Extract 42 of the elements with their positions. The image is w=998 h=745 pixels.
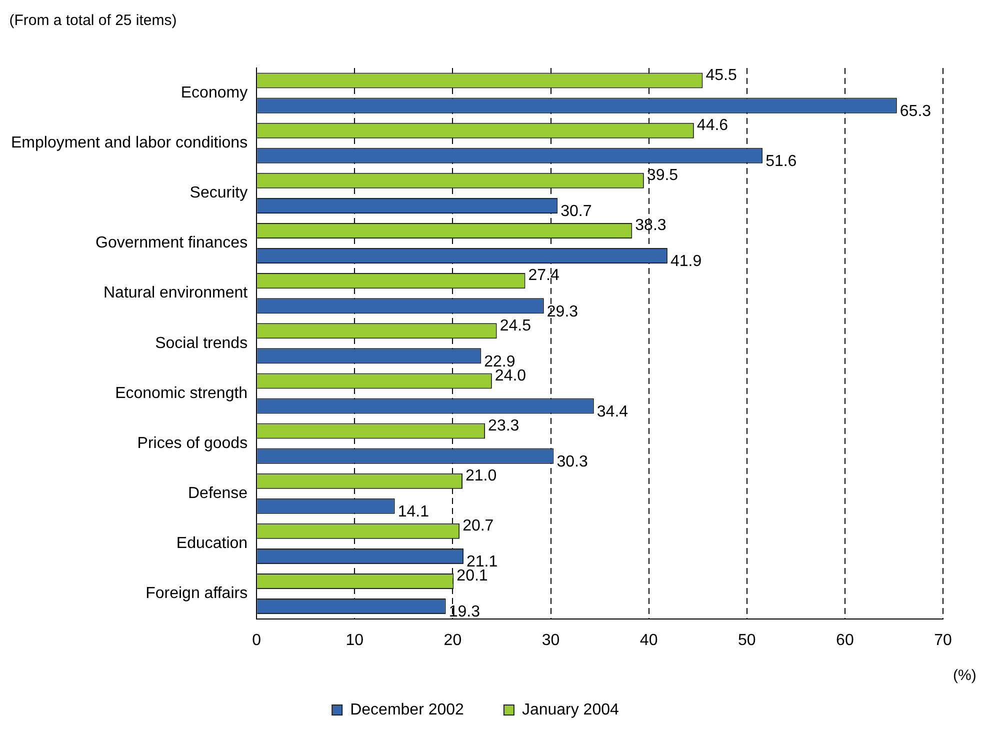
y-tick-label: Government finances bbox=[96, 234, 248, 252]
x-tick-label: 30 bbox=[542, 632, 560, 649]
x-tick-label: 60 bbox=[836, 632, 854, 649]
x-tick-label: 40 bbox=[640, 632, 658, 649]
y-tick-label: Defense bbox=[188, 485, 248, 502]
data-label: 51.6 bbox=[766, 153, 797, 170]
data-label: 41.9 bbox=[670, 253, 702, 270]
data-label: 21.0 bbox=[466, 468, 497, 485]
data-label: 38.3 bbox=[635, 217, 666, 234]
y-tick-label: Economy bbox=[180, 84, 248, 102]
y-tick-label: Economic strength bbox=[115, 384, 248, 402]
data-label: 45.5 bbox=[706, 66, 737, 84]
data-label: 34.4 bbox=[596, 403, 628, 420]
legend-label: December 2002 bbox=[350, 701, 464, 718]
data-label: 30.7 bbox=[560, 203, 592, 220]
legend-label: January 2004 bbox=[522, 701, 620, 718]
x-tick-label: 0 bbox=[252, 632, 262, 649]
x-tick-label: 10 bbox=[346, 632, 364, 649]
y-tick-label: Employment and labor conditions bbox=[11, 134, 248, 152]
data-label: 29.3 bbox=[546, 303, 578, 320]
data-label: 20.1 bbox=[456, 568, 488, 585]
x-axis-title: (%) bbox=[953, 667, 976, 684]
x-tick-label: 50 bbox=[738, 632, 756, 649]
data-label: 23.3 bbox=[488, 417, 520, 434]
data-label: 39.5 bbox=[646, 167, 678, 184]
text: (From a total of 25 items) bbox=[8, 11, 178, 31]
y-tick-label: Education bbox=[176, 535, 248, 552]
y-tick-label: Security bbox=[190, 184, 248, 202]
data-label: 44.6 bbox=[696, 116, 728, 134]
y-tick-label: Social trends bbox=[155, 334, 248, 352]
y-tick-label: Prices of goods bbox=[137, 434, 248, 452]
y-tick-label: Foreign affairs bbox=[146, 585, 248, 602]
data-label: 30.3 bbox=[556, 453, 588, 470]
data-label: 20.7 bbox=[462, 518, 494, 535]
data-label: 65.3 bbox=[900, 102, 932, 120]
data-label: 24.5 bbox=[500, 317, 532, 334]
x-tick-label: 70 bbox=[934, 632, 952, 649]
data-label: 19.3 bbox=[448, 604, 480, 621]
data-label: 14.1 bbox=[398, 504, 430, 521]
x-tick-label: 20 bbox=[444, 632, 462, 649]
data-label: 27.4 bbox=[528, 267, 560, 284]
y-tick-label: Natural environment bbox=[104, 284, 248, 302]
